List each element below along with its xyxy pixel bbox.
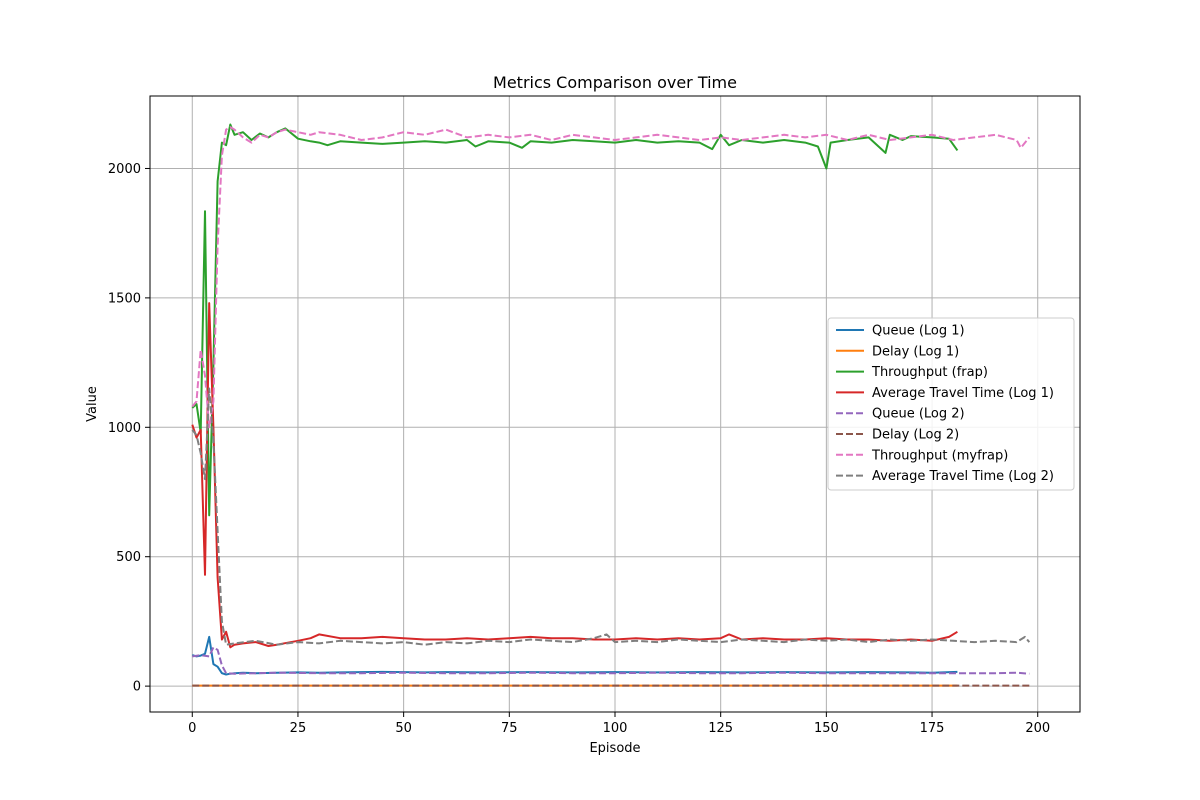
x-tick-label: 75 [501, 721, 518, 736]
x-tick-label: 50 [395, 721, 412, 736]
legend-label: Average Travel Time (Log 1) [872, 386, 1054, 401]
legend: Queue (Log 1) Delay (Log 1) Throughput (fr… [827, 317, 1075, 491]
series-line-8 [191, 387, 1031, 646]
y-tick-label: 0 [133, 680, 141, 695]
x-tick-label: 175 [920, 721, 945, 736]
legend-label: Delay (Log 2) [872, 428, 959, 443]
legend-label: Queue (Log 1) [872, 324, 965, 339]
x-axis-label: Episode [589, 741, 640, 756]
x-tick-label: 200 [1025, 721, 1050, 736]
legend-label: Queue (Log 2) [872, 407, 965, 422]
x-tick-label: 0 [188, 721, 196, 736]
y-tick-label: 500 [116, 550, 141, 565]
chart-title: Metrics Comparison over Time [493, 73, 737, 92]
series-group [191, 123, 1031, 687]
y-tick-label: 2000 [108, 162, 141, 177]
y-axis-label: Value [85, 386, 100, 422]
series-line-7 [191, 126, 1031, 429]
x-tick-label: 100 [603, 721, 628, 736]
legend-label: Delay (Log 1) [872, 344, 959, 359]
legend-label: Throughput (frap) [871, 365, 988, 380]
x-tick-label: 25 [290, 721, 307, 736]
series-line-3 [191, 123, 959, 517]
legend-box [827, 317, 1075, 491]
x-tick-label: 125 [708, 721, 733, 736]
x-tick-label: 150 [814, 721, 839, 736]
y-tick-label: 1000 [108, 421, 141, 436]
series-line-5 [192, 646, 1030, 675]
legend-label: Throughput (myfrap) [871, 448, 1008, 463]
legend-label: Average Travel Time (Log 2) [872, 469, 1054, 484]
y-tick-label: 1500 [108, 291, 141, 306]
